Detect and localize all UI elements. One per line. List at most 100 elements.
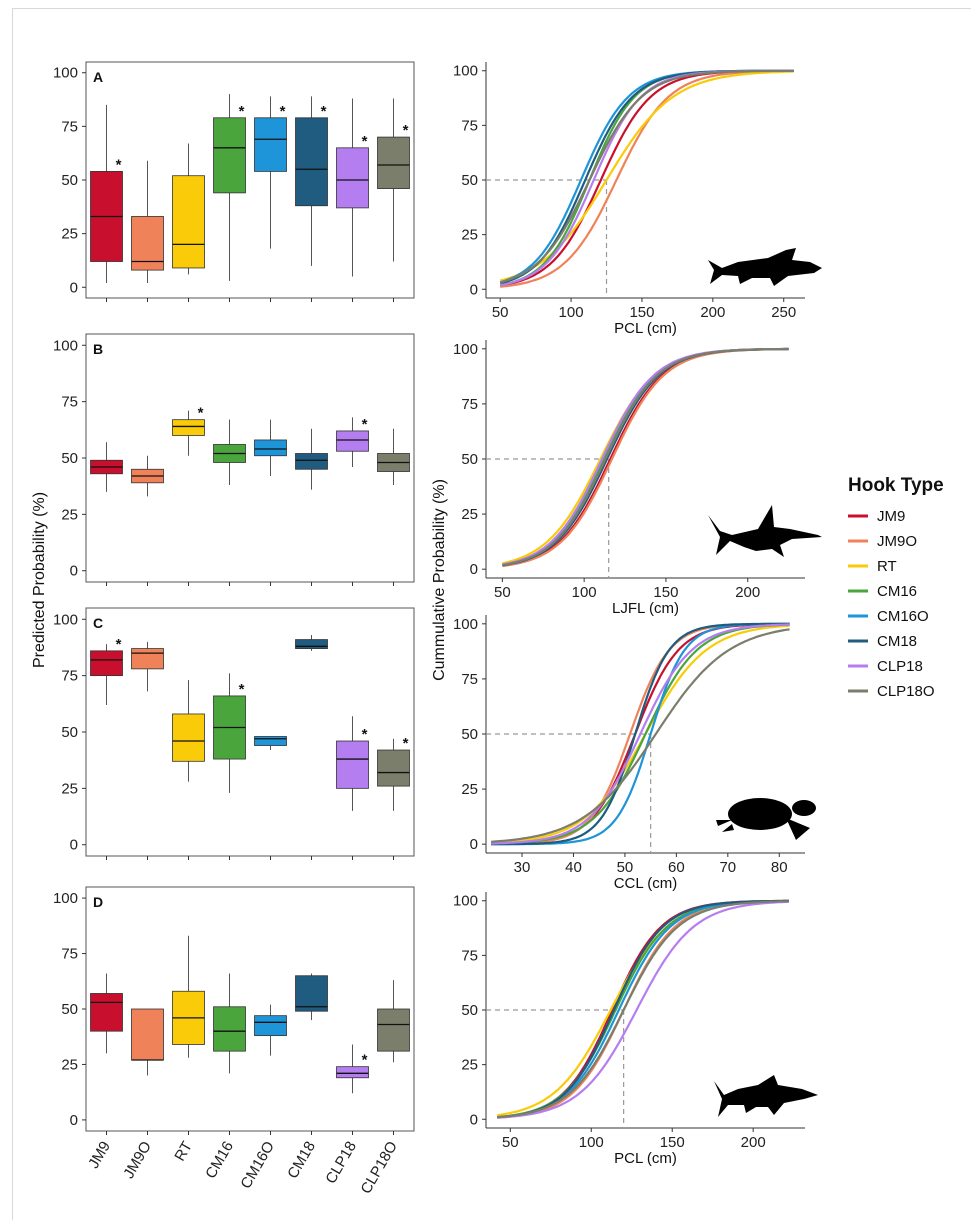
y-tick-label: 100 — [53, 65, 78, 82]
x-tick-label: 60 — [668, 859, 685, 876]
y-tick-label: 100 — [453, 893, 478, 910]
x-tick-label: 50 — [494, 584, 511, 601]
y-tick-label: 0 — [70, 837, 78, 854]
x-tick-label: 50 — [492, 304, 509, 321]
cumulative-curve — [491, 622, 790, 846]
y-tick-label: 0 — [70, 279, 78, 296]
y-tick-label: 75 — [461, 117, 478, 134]
significance-star: * — [116, 156, 122, 173]
box-iqr — [172, 419, 205, 436]
legend-label: RT — [877, 558, 897, 575]
box-iqr — [213, 1006, 246, 1052]
y-tick-label: 75 — [461, 396, 478, 413]
legend-label: JM9O — [877, 533, 917, 550]
x-tick-label: 80 — [771, 859, 788, 876]
box-iqr — [172, 175, 205, 269]
box-iqr — [254, 117, 287, 172]
y-tick-label: 50 — [61, 1001, 78, 1018]
box-iqr — [213, 117, 246, 194]
y-tick-label: 0 — [470, 836, 478, 853]
significance-star: * — [403, 735, 409, 752]
panel-label: D — [93, 894, 103, 910]
box-iqr — [90, 993, 123, 1032]
y-tick-label: 50 — [61, 172, 78, 189]
box-iqr — [131, 1008, 164, 1061]
significance-star: * — [403, 122, 409, 139]
cumulative-curve — [500, 69, 794, 287]
x-tick-label: 30 — [514, 859, 531, 876]
significance-star: * — [116, 636, 122, 653]
box-iqr — [172, 713, 205, 762]
box-iqr — [336, 1066, 369, 1079]
x-tick-label: 40 — [565, 859, 582, 876]
box-iqr — [295, 975, 328, 1012]
shark-silhouette-icon-2 — [714, 1075, 818, 1117]
cumulative-curve — [499, 70, 794, 282]
cumulative-curve — [491, 623, 790, 845]
x-tick-label: 200 — [735, 584, 760, 601]
y-tick-label: 50 — [461, 1002, 478, 1019]
legend-items: JM9 JM9O RT CM16 CM16O CM18 CLP18 CLP18O — [848, 508, 935, 700]
significance-star: * — [362, 133, 368, 150]
x-tick-label: 250 — [771, 304, 796, 321]
legend-label: JM9 — [877, 508, 905, 525]
y-tick-label: 100 — [53, 611, 78, 628]
y-tick-label: 100 — [453, 616, 478, 633]
significance-star: * — [198, 405, 204, 422]
cumulative-curve — [497, 899, 789, 1119]
legend: Hook Type JM9 JM9O RT CM16 CM16O CM18 CLP18 CLP… — [848, 475, 944, 700]
y-tick-label: 100 — [453, 341, 478, 358]
box-iqr — [295, 639, 328, 649]
significance-star: * — [362, 1052, 368, 1069]
cumulative-curve — [499, 69, 794, 284]
y-tick-label: 25 — [61, 1056, 78, 1073]
x-tick-label: 150 — [660, 1134, 685, 1151]
y-tick-label: 0 — [70, 563, 78, 580]
significance-star: * — [239, 681, 245, 698]
x-tick-label: CLP18 — [322, 1139, 360, 1187]
y-tick-label: 0 — [470, 561, 478, 578]
y-tick-label: 75 — [61, 118, 78, 135]
legend-label: CM16 — [877, 583, 917, 600]
y-tick-label: 50 — [61, 450, 78, 467]
x-tick-label: 50 — [502, 1134, 519, 1151]
y-tick-label: 25 — [61, 506, 78, 523]
figure-frame — [12, 8, 971, 1220]
x-tick-label: 100 — [572, 584, 597, 601]
x-axis-title: PCL (cm) — [614, 1150, 677, 1167]
shark-silhouette-icon — [708, 248, 822, 286]
x-tick-label: RT — [171, 1139, 196, 1165]
significance-star: * — [239, 103, 245, 120]
y-tick-label: 75 — [461, 671, 478, 688]
x-tick-label: 200 — [700, 304, 725, 321]
y-tick-label: 100 — [53, 890, 78, 907]
x-tick-label: 150 — [629, 304, 654, 321]
cumulative-curve — [497, 900, 789, 1119]
legend-label: CLP18 — [877, 658, 923, 675]
y-tick-label: 100 — [453, 63, 478, 80]
x-tick-label: 150 — [653, 584, 678, 601]
x-tick-label: 70 — [719, 859, 736, 876]
box-panel-frame — [85, 333, 415, 583]
cumulative-y-axis-title: Cummulative Probability (%) — [431, 479, 448, 681]
panels-group: 0 25 50 75 100 A * * * * * * 0 25 50 75 100 B * * 0 25 50 75 100… — [53, 61, 805, 1197]
panel-label: A — [93, 69, 103, 85]
box-iqr — [336, 147, 369, 209]
y-tick-label: 25 — [461, 506, 478, 523]
y-tick-label: 75 — [61, 946, 78, 963]
box-iqr — [377, 749, 410, 787]
cumulative-curve — [499, 69, 794, 287]
y-tick-label: 25 — [461, 227, 478, 244]
box-iqr — [377, 136, 410, 189]
y-tick-label: 75 — [461, 947, 478, 964]
significance-star: * — [280, 103, 286, 120]
x-tick-label: CM16O — [237, 1139, 278, 1192]
cumulative-curve — [497, 899, 789, 1119]
significance-star: * — [362, 416, 368, 433]
sea-turtle-silhouette-icon — [716, 798, 816, 840]
x-tick-label: 50 — [617, 859, 634, 876]
legend-label: CM18 — [877, 633, 917, 650]
cumulative-curve — [497, 899, 789, 1119]
legend-label: CM16O — [877, 608, 929, 625]
